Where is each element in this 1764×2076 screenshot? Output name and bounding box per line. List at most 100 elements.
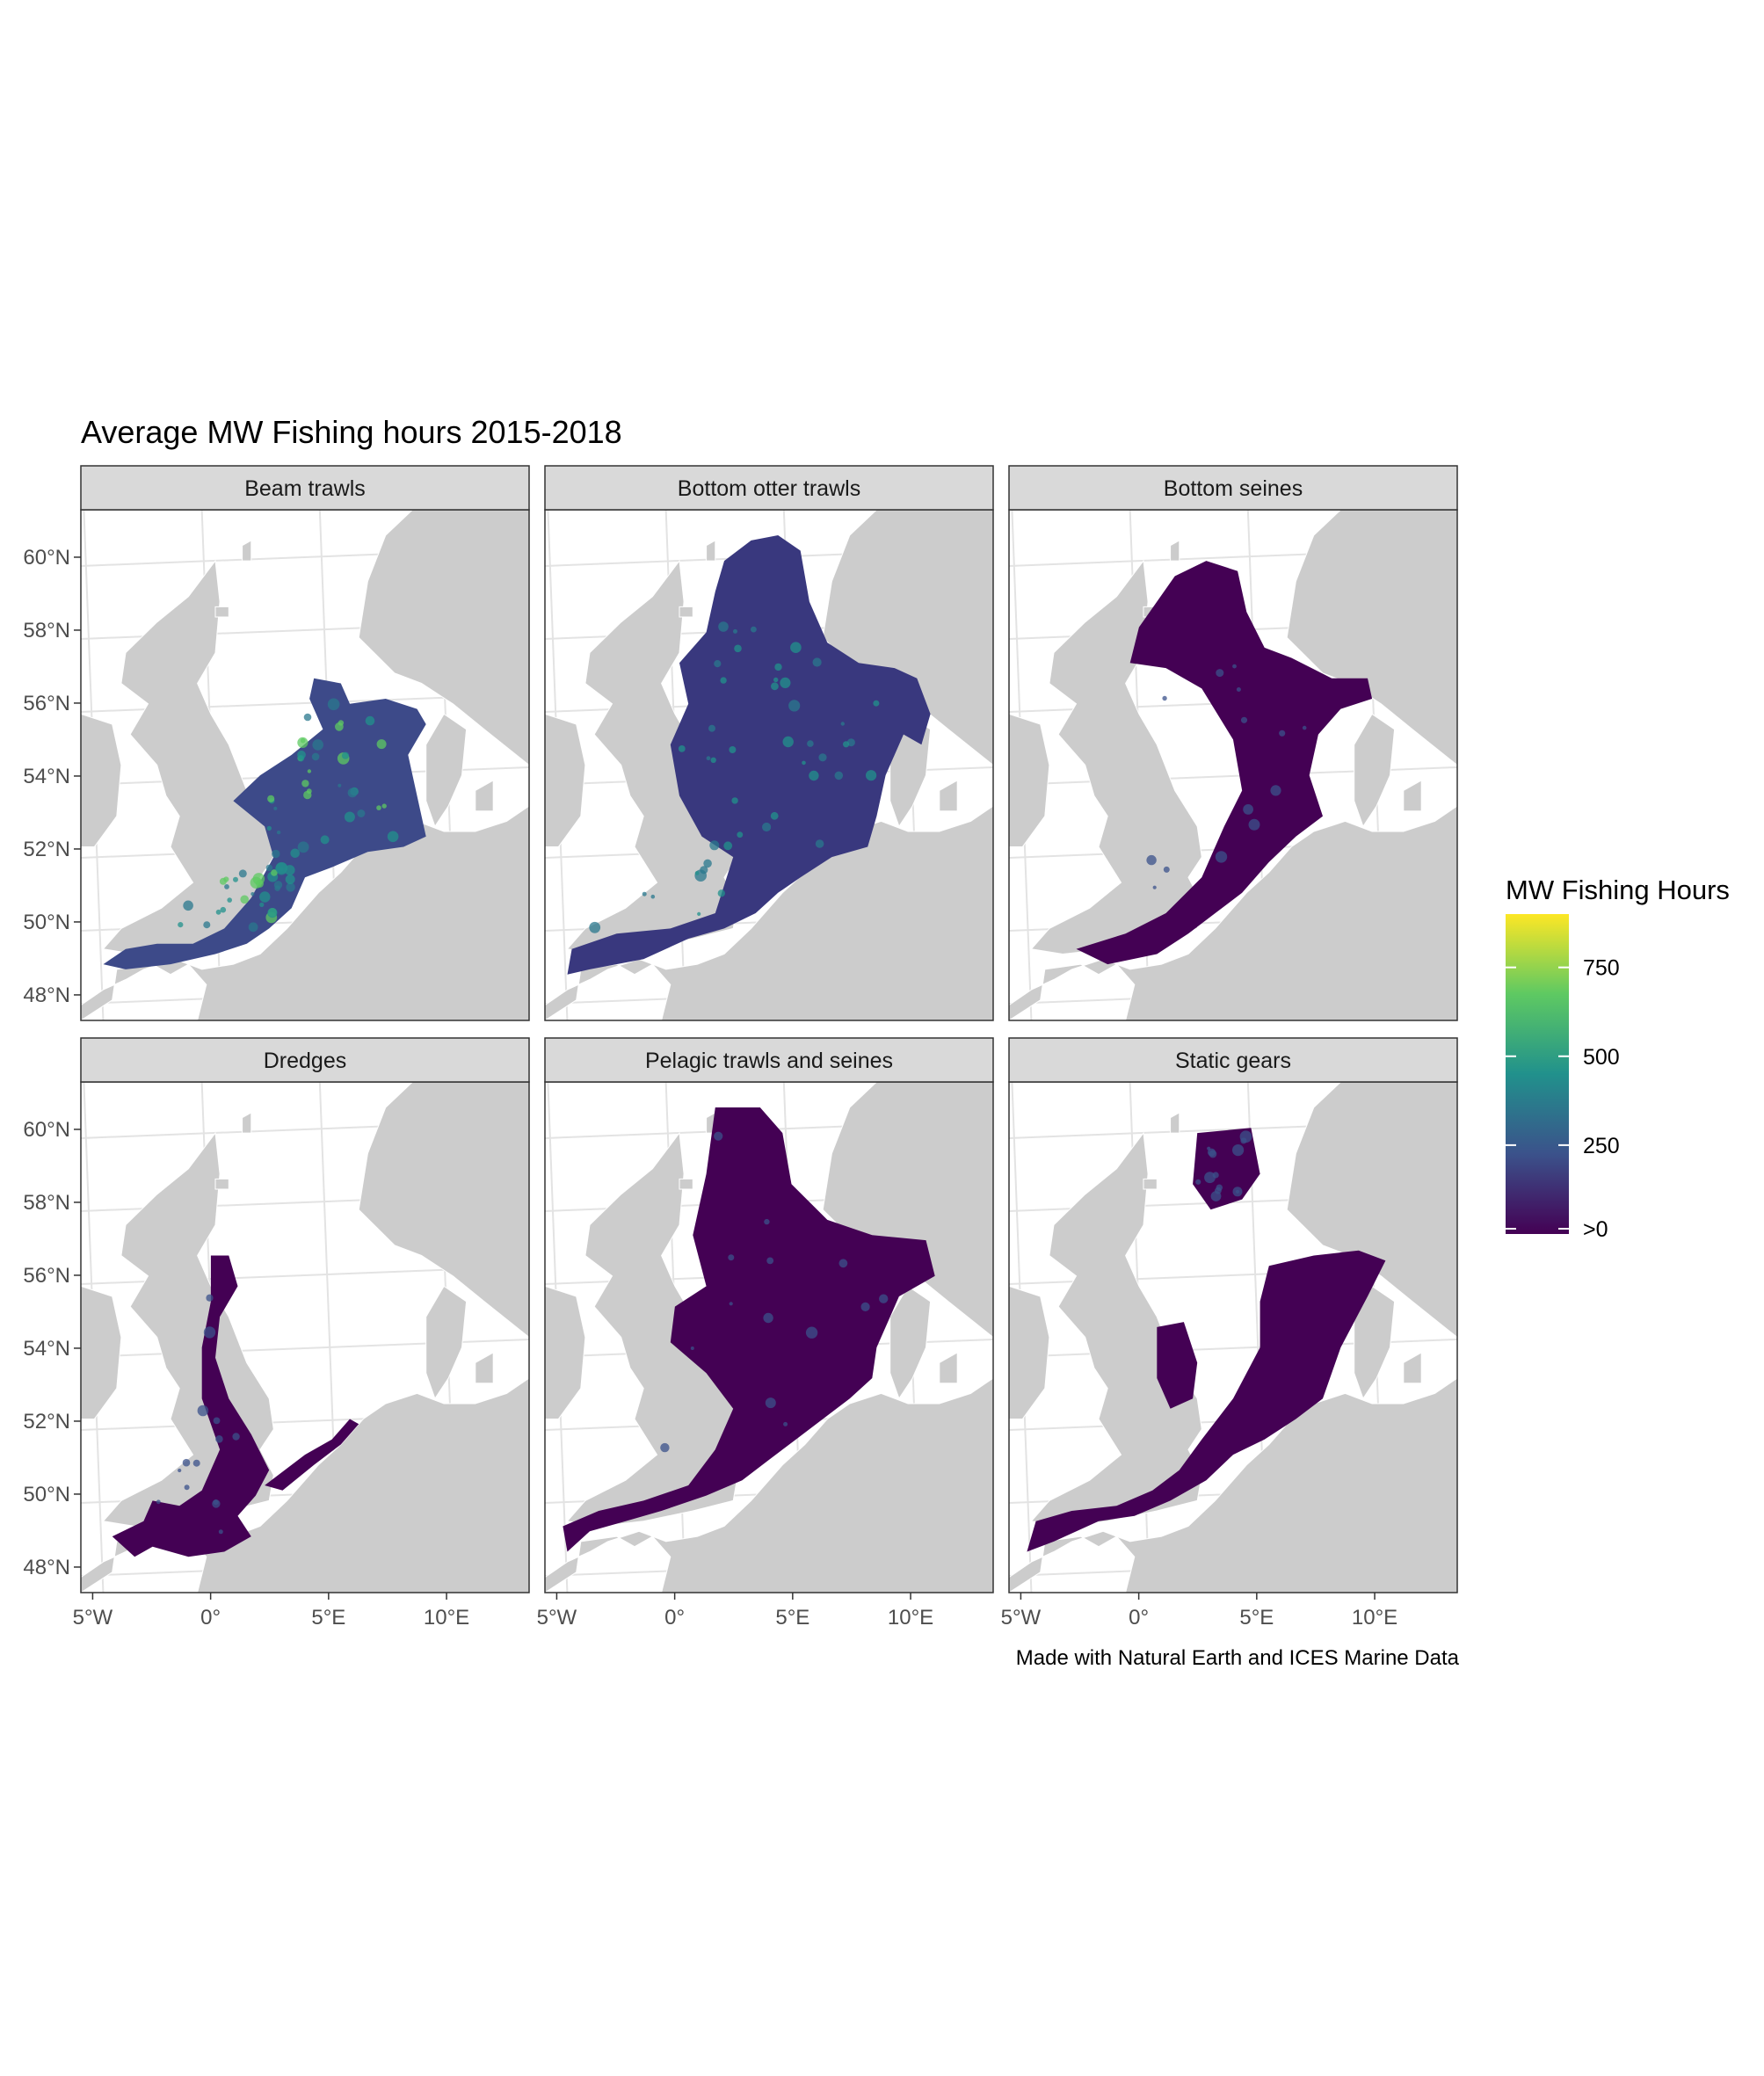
effort-hotspot bbox=[780, 677, 791, 689]
land-polygon bbox=[242, 1112, 252, 1134]
effort-hotspot bbox=[838, 1259, 848, 1268]
effort-hotspot bbox=[306, 788, 312, 795]
lat-tick-label: 60°N bbox=[23, 546, 70, 570]
effort-hotspot bbox=[290, 848, 301, 859]
fishing-effort-area bbox=[563, 1107, 935, 1552]
land-polygon bbox=[425, 1285, 468, 1400]
effort-hotspot bbox=[694, 871, 700, 875]
facet-strip bbox=[1008, 465, 1458, 511]
lon-tick-label: 0° bbox=[664, 1606, 685, 1630]
effort-hotspot bbox=[714, 1131, 723, 1141]
effort-hotspot bbox=[717, 889, 725, 897]
facet-title: Bottom otter trawls bbox=[678, 476, 860, 501]
effort-hotspot bbox=[312, 739, 324, 751]
lon-tick-label: 5°W bbox=[537, 1606, 577, 1630]
effort-hotspot bbox=[227, 897, 233, 903]
map-content bbox=[81, 510, 529, 1020]
effort-hotspot bbox=[1302, 725, 1307, 730]
effort-hotspot bbox=[178, 1468, 182, 1473]
effort-hotspot bbox=[376, 805, 381, 810]
effort-hotspot bbox=[1215, 851, 1228, 863]
effort-hotspot bbox=[215, 1435, 223, 1443]
effort-hotspot bbox=[763, 1312, 773, 1324]
effort-hotspot bbox=[233, 876, 238, 882]
land-polygon bbox=[242, 540, 252, 562]
land-polygon bbox=[1009, 805, 1457, 1020]
effort-hotspot bbox=[212, 1499, 221, 1508]
land-polygon bbox=[1170, 1112, 1180, 1134]
color-legend: MW Fishing Hours 750 500 250 >0 bbox=[1506, 875, 1730, 1242]
effort-hotspot bbox=[1232, 664, 1237, 669]
lat-tick-label: 50°N bbox=[23, 911, 70, 934]
land-polygon bbox=[545, 1377, 993, 1593]
effort-hotspot bbox=[311, 752, 320, 761]
effort-hotspot bbox=[729, 746, 737, 753]
land-polygon bbox=[214, 606, 229, 618]
land-polygon bbox=[1170, 540, 1180, 562]
effort-hotspot bbox=[338, 720, 345, 726]
effort-hotspot bbox=[709, 840, 720, 851]
effort-hotspot bbox=[678, 745, 686, 752]
effort-hotspot bbox=[782, 736, 794, 748]
effort-hotspot bbox=[737, 831, 744, 838]
land-polygon bbox=[475, 780, 494, 812]
land-polygon bbox=[1286, 1082, 1457, 1339]
effort-hotspot bbox=[184, 1484, 190, 1491]
land-polygon bbox=[1143, 1178, 1158, 1190]
effort-hotspot bbox=[714, 660, 722, 668]
fishing-effort-area bbox=[1157, 1322, 1198, 1409]
legend-title: MW Fishing Hours bbox=[1506, 875, 1730, 905]
effort-hotspot bbox=[809, 770, 819, 781]
effort-hotspot bbox=[700, 866, 708, 875]
effort-hotspot bbox=[203, 921, 211, 929]
effort-hotspot bbox=[259, 902, 265, 907]
effort-hotspot bbox=[218, 1529, 223, 1535]
land-polygon bbox=[102, 559, 274, 955]
effort-hotspot bbox=[834, 771, 844, 780]
land-polygon bbox=[679, 1178, 693, 1190]
effort-hotspot bbox=[232, 1433, 240, 1441]
effort-hotspot bbox=[706, 756, 711, 761]
lat-tick-label: 48°N bbox=[23, 1556, 70, 1579]
map-content bbox=[1009, 510, 1503, 1020]
graticule-meridian bbox=[1484, 510, 1503, 1020]
effort-hotspot bbox=[156, 1499, 161, 1505]
effort-hotspot bbox=[240, 895, 250, 904]
facet-title: Bottom seines bbox=[1164, 476, 1303, 501]
effort-hotspot bbox=[197, 1405, 209, 1417]
facet-strip bbox=[544, 1037, 994, 1083]
effort-hotspot bbox=[764, 1218, 770, 1225]
effort-hotspot bbox=[265, 864, 273, 872]
lat-tick-label: 56°N bbox=[23, 692, 70, 715]
effort-hotspot bbox=[347, 788, 358, 798]
effort-hotspot bbox=[840, 722, 845, 726]
effort-hotspot bbox=[338, 783, 342, 788]
land-polygon bbox=[1403, 780, 1422, 812]
effort-hotspot bbox=[297, 841, 309, 853]
effort-hotspot bbox=[248, 922, 258, 933]
effort-hotspot bbox=[272, 849, 280, 859]
land-polygon bbox=[358, 510, 529, 766]
fishing-effort-area bbox=[103, 678, 426, 969]
effort-hotspot bbox=[728, 1254, 735, 1261]
effort-hotspot bbox=[690, 1346, 694, 1350]
effort-hotspot bbox=[1270, 785, 1281, 796]
land-polygon bbox=[545, 713, 586, 847]
lat-tick-label: 52°N bbox=[23, 838, 70, 861]
map-content bbox=[545, 1082, 993, 1593]
lon-tick-label: 5°W bbox=[1001, 1606, 1042, 1630]
effort-hotspot bbox=[751, 626, 757, 633]
effort-hotspot bbox=[812, 657, 822, 667]
fishing-effort-area bbox=[265, 1419, 359, 1491]
effort-hotspot bbox=[771, 682, 779, 691]
effort-hotspot bbox=[256, 879, 264, 888]
land-polygon bbox=[939, 780, 958, 812]
legend-label: 750 bbox=[1583, 956, 1620, 981]
land-polygon bbox=[1009, 713, 1050, 847]
effort-hotspot bbox=[273, 881, 283, 889]
lat-tick-label: 48°N bbox=[23, 984, 70, 1007]
effort-hotspot bbox=[219, 877, 227, 885]
effort-hotspot bbox=[266, 825, 272, 831]
effort-hotspot bbox=[267, 908, 278, 918]
